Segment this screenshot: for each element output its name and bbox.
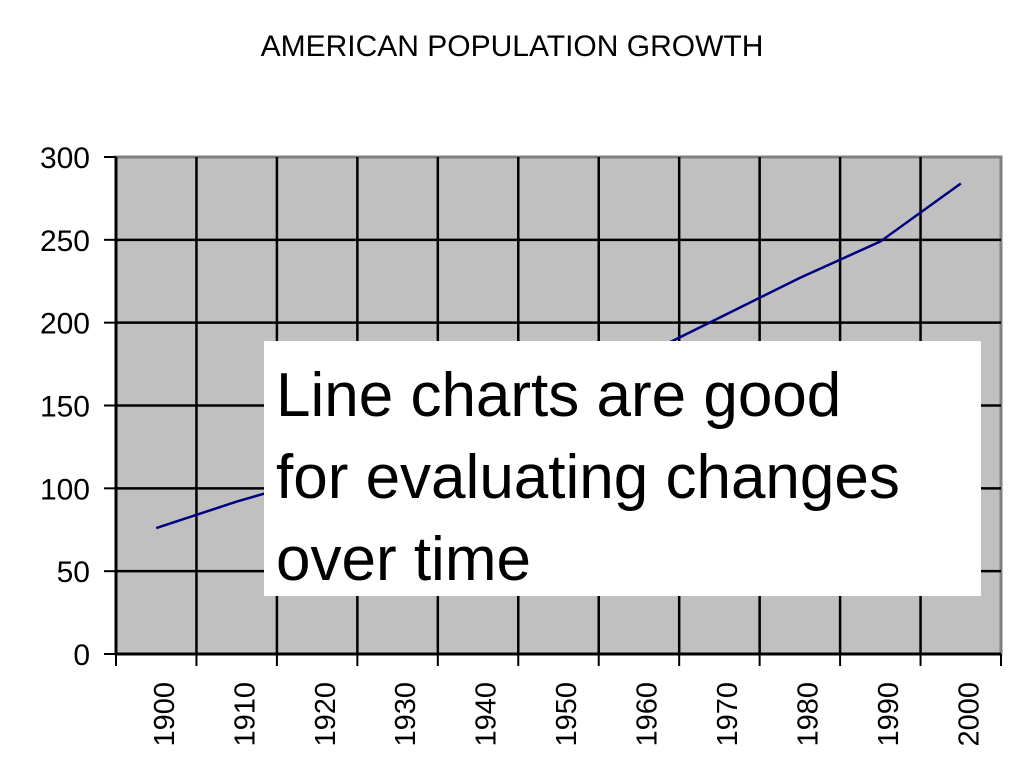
y-tick-label: 50	[57, 556, 90, 589]
x-tick-label: 1930	[390, 682, 422, 747]
x-tick-label: 1950	[551, 682, 583, 747]
chart-title: AMERICAN POPULATION GROWTH	[261, 30, 764, 63]
y-tick-label: 150	[40, 391, 90, 424]
x-tick-label: 1960	[632, 682, 664, 747]
y-tick-label: 300	[40, 142, 90, 175]
y-tick-label: 200	[40, 308, 90, 341]
callout-line: for evaluating changes	[276, 443, 900, 512]
y-tick-label: 100	[40, 473, 90, 506]
callout-line: over time	[276, 525, 531, 594]
y-tick-label: 250	[40, 225, 90, 258]
x-tick-label: 1910	[229, 682, 261, 747]
x-tick-label: 1980	[793, 682, 825, 747]
x-tick-label: 1990	[873, 682, 905, 747]
y-tick-label: 0	[73, 639, 90, 672]
x-tick-label: 1940	[471, 682, 503, 747]
x-tick-label: 1970	[712, 682, 744, 747]
callout-line: Line charts are good	[276, 361, 842, 430]
x-tick-label: 1920	[310, 682, 342, 747]
callout-box: Line charts are good for evaluating chan…	[264, 341, 981, 596]
x-tick-label: 1900	[149, 682, 181, 747]
x-tick-label: 2000	[953, 682, 985, 747]
